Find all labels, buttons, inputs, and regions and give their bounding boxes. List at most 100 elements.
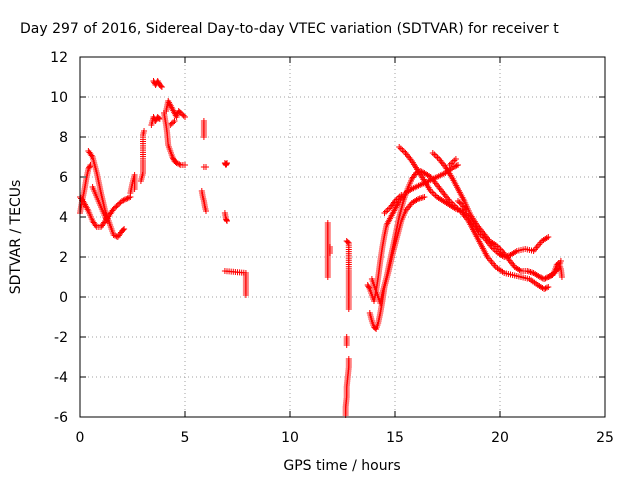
data-point: [120, 227, 127, 233]
data-point: [224, 218, 230, 224]
y-tick-label: 8: [59, 130, 68, 146]
y-tick-label: -4: [54, 370, 68, 386]
data-point: [452, 163, 459, 170]
data-point: [455, 162, 461, 168]
data-point: [175, 160, 181, 167]
data-point: [104, 218, 111, 224]
data-point: [119, 198, 125, 204]
y-tick-label: 4: [59, 210, 68, 226]
x-tick-label: 10: [281, 430, 299, 446]
data-point: [112, 204, 118, 211]
data-point: [324, 274, 331, 280]
data-point: [345, 306, 352, 312]
data-point: [176, 161, 183, 168]
data-point: [364, 282, 371, 288]
data-point: [224, 160, 230, 166]
data-point: [200, 134, 207, 140]
data-point: [155, 115, 162, 121]
data-point: [541, 276, 548, 282]
data-point: [154, 78, 161, 84]
data-point: [456, 199, 463, 206]
data-point: [103, 216, 110, 223]
x-tick-label: 15: [386, 430, 404, 446]
data-point: [455, 198, 461, 204]
y-tick-label: -2: [54, 330, 68, 346]
data-point: [157, 83, 164, 89]
data-point: [126, 194, 132, 201]
y-tick-label: 10: [50, 90, 68, 106]
data-point: [421, 194, 428, 200]
data-point: [141, 128, 148, 134]
data-point: [124, 195, 131, 202]
data-point: [102, 215, 109, 222]
x-axis-label: GPS time / hours: [283, 458, 400, 474]
data-point: [158, 84, 165, 90]
data-point: [344, 239, 351, 245]
data-point: [366, 284, 373, 291]
y-tick-label: 2: [59, 250, 68, 266]
data-point: [110, 206, 117, 212]
data-point: [223, 217, 230, 223]
data-point: [545, 234, 552, 240]
data-point: [550, 270, 557, 277]
data-points: [77, 78, 565, 418]
x-tick-label: 20: [491, 430, 509, 446]
plot-frame: [79, 56, 606, 418]
data-point: [545, 284, 552, 290]
data-point: [542, 285, 549, 292]
data-point: [326, 250, 333, 256]
data-point: [365, 283, 372, 290]
x-tick-label: 25: [596, 430, 614, 446]
data-point: [110, 232, 117, 238]
data-point: [536, 274, 543, 280]
data-point: [121, 226, 128, 232]
data-point: [168, 120, 175, 127]
data-point: [167, 122, 174, 128]
data-point: [156, 116, 163, 122]
data-point: [242, 292, 249, 298]
data-point: [182, 162, 188, 168]
data-point: [169, 154, 176, 160]
data-point: [170, 119, 177, 126]
y-tick-label: 6: [59, 170, 68, 186]
y-tick-label: 0: [59, 290, 68, 306]
data-point: [558, 274, 565, 280]
data-point: [120, 197, 127, 204]
data-point: [453, 162, 460, 169]
data-point: [179, 111, 186, 118]
data-point: [542, 275, 549, 282]
data-point: [343, 342, 350, 348]
data-point: [543, 284, 550, 291]
x-tick-label: 5: [181, 430, 190, 446]
data-point: [546, 273, 553, 280]
data-point: [131, 186, 138, 192]
data-point: [450, 164, 457, 170]
data-point: [85, 166, 92, 172]
data-point: [223, 161, 230, 167]
data-point: [463, 208, 470, 214]
data-point: [86, 163, 93, 170]
axis-ticks: 0 5 10 15 20 25 -6 -4 -2 0 2 4 6 8 10 12: [50, 50, 614, 446]
data-point: [116, 200, 123, 207]
data-point: [538, 274, 545, 281]
x-tick-label: 0: [76, 430, 85, 446]
data-point: [545, 274, 552, 280]
data-point: [182, 114, 188, 120]
data-point: [203, 164, 209, 170]
y-axis-label: SDTVAR / TECUs: [8, 180, 24, 295]
data-point: [113, 203, 120, 210]
data-point: [102, 214, 109, 220]
data-point: [541, 286, 548, 292]
data-point: [203, 208, 209, 214]
y-tick-label: -6: [54, 410, 68, 426]
y-tick-label: 12: [50, 50, 68, 66]
data-point: [177, 110, 184, 116]
data-point: [155, 79, 162, 86]
data-point: [152, 118, 159, 124]
data-point: [398, 192, 405, 198]
data-point: [452, 156, 459, 162]
data-point: [121, 196, 128, 203]
data-point: [123, 196, 130, 202]
